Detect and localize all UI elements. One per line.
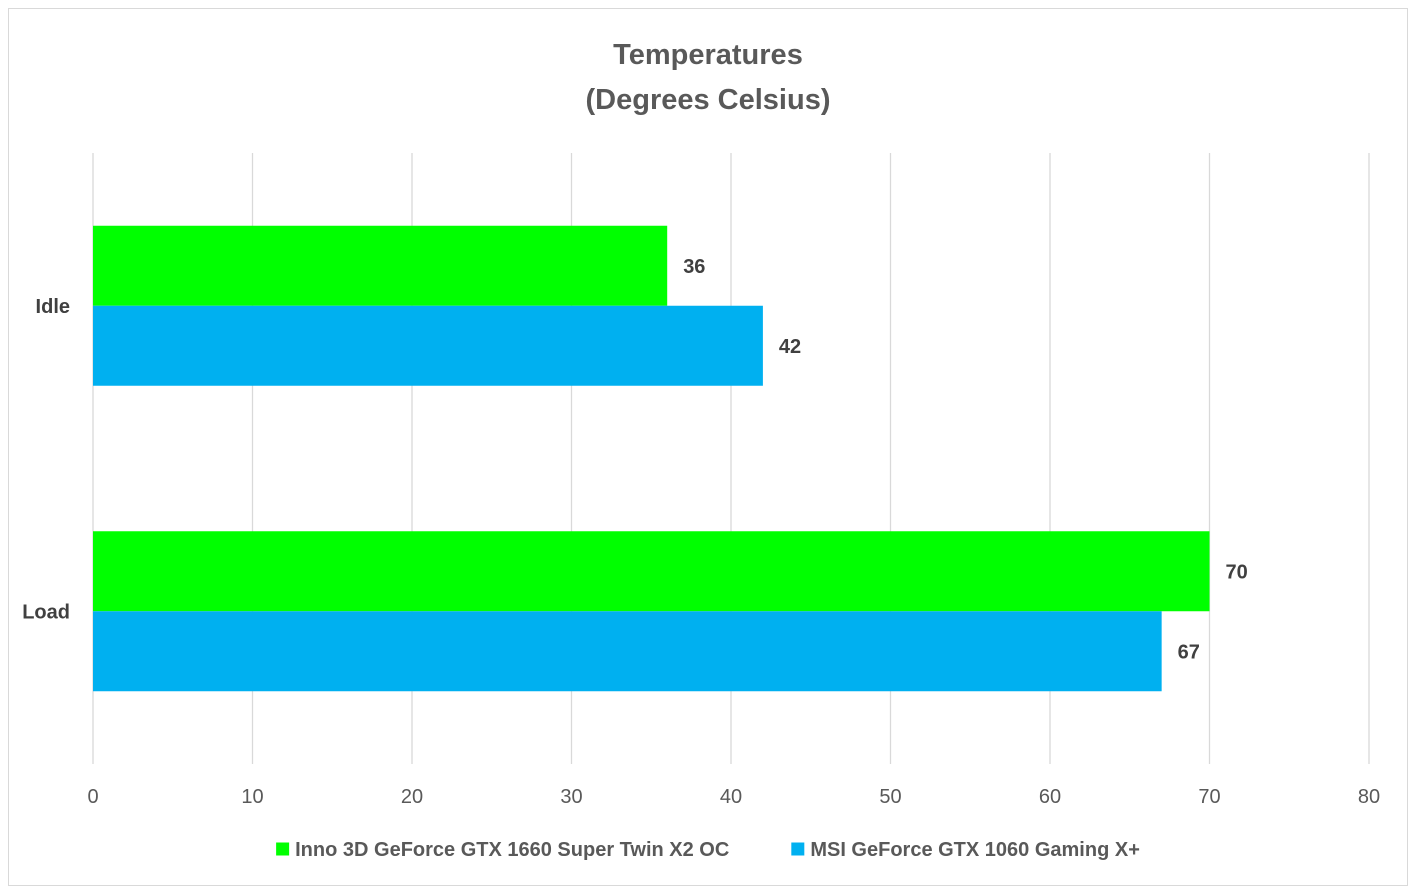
x-tick-label: 10	[241, 786, 263, 808]
legend-swatch	[276, 842, 290, 856]
category-label-load: Load	[22, 601, 70, 623]
legend-label: MSI GeForce GTX 1060 Gaming X+	[810, 839, 1140, 861]
data-label: 42	[779, 336, 801, 358]
x-tick-label: 40	[720, 786, 742, 808]
data-label: 36	[683, 256, 705, 278]
data-label: 70	[1226, 561, 1248, 583]
legend-item-1: Inno 3D GeForce GTX 1660 Super Twin X2 O…	[276, 839, 729, 861]
x-tick-label: 70	[1198, 786, 1220, 808]
data-label: 67	[1178, 641, 1200, 663]
x-tick-label: 20	[401, 786, 423, 808]
x-tick-label: 50	[879, 786, 901, 808]
x-tick-label: 80	[1358, 786, 1380, 808]
x-tick-label: 30	[560, 786, 582, 808]
bar-idle-series-1	[93, 225, 668, 306]
chart-frame	[8, 8, 1408, 886]
bar-load-series-1	[93, 531, 1210, 612]
bar-load-series-2	[93, 611, 1162, 692]
legend-swatch	[791, 842, 805, 856]
x-axis-tick-labels: 0 10 20 30 40 50 60 70 80	[87, 786, 1380, 808]
chart-title-line-2: (Degrees Celsius)	[586, 84, 831, 116]
bars	[93, 225, 1210, 692]
data-labels: 36 42 70 67	[683, 256, 1248, 664]
category-label-idle: Idle	[36, 296, 70, 318]
category-labels: Idle Load	[22, 296, 70, 624]
x-tick-label: 60	[1039, 786, 1061, 808]
chart-title-line-1: Temperatures	[613, 39, 803, 71]
legend-item-2: MSI GeForce GTX 1060 Gaming X+	[791, 839, 1140, 861]
legend-label: Inno 3D GeForce GTX 1660 Super Twin X2 O…	[295, 839, 729, 861]
legend: Inno 3D GeForce GTX 1660 Super Twin X2 O…	[276, 839, 1140, 861]
bar-idle-series-2	[93, 305, 763, 386]
x-tick-label: 0	[87, 786, 98, 808]
